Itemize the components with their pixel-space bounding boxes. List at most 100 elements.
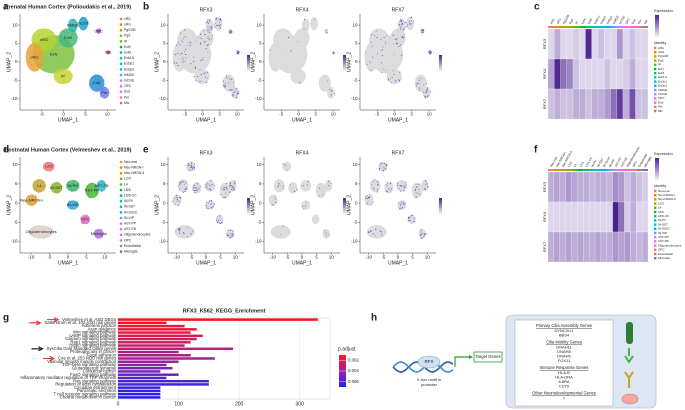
legend-entry: vRG — [658, 46, 665, 50]
cell-dot — [236, 93, 238, 95]
column-label: OPC — [624, 17, 631, 25]
cell-dot — [69, 26, 72, 29]
cell-dot — [102, 87, 105, 89]
cell-dot — [94, 77, 96, 79]
cell-dot — [29, 203, 31, 205]
y-tick-label: Ras signaling pathway — [73, 378, 117, 383]
y-tick-label: Circadian entrainment — [74, 385, 117, 390]
x-tick-label: -5 — [375, 112, 379, 117]
cell-dot — [50, 62, 52, 64]
cell-dot — [179, 228, 181, 230]
cell-dot — [101, 236, 103, 238]
cluster-blob — [322, 229, 331, 239]
x-tick-label: 10 — [331, 112, 337, 117]
cell-dot — [423, 233, 425, 235]
cell-dot — [386, 191, 388, 193]
cell-dot — [37, 233, 39, 235]
cell-dot — [40, 36, 42, 38]
cell-dot — [236, 50, 238, 52]
cell-dot — [237, 92, 239, 95]
cell-dot — [377, 53, 379, 55]
cell-dot — [50, 36, 52, 38]
cell-dot — [60, 74, 62, 76]
cell-dot — [211, 26, 213, 28]
legend-swatch — [654, 93, 657, 96]
cluster-label: L2/3 — [45, 164, 54, 169]
y-tick-label: Pancreatic secretion — [77, 388, 117, 393]
cluster-blob — [302, 18, 310, 33]
cell-dot — [44, 163, 46, 165]
y-tick-label: Velmeshev et al. ASD DEGs — [62, 317, 116, 322]
legend-swatch — [654, 76, 657, 79]
cell-dot — [72, 180, 74, 182]
heat-cell — [594, 231, 602, 263]
cell-dot — [49, 32, 52, 34]
y-axis-label: UMAP_2 — [6, 195, 12, 215]
cell-dot — [94, 185, 96, 187]
cell-dot — [102, 92, 104, 94]
cell-dot — [97, 190, 99, 192]
cell-dot — [51, 49, 53, 51]
legend-entry: End — [124, 90, 130, 94]
cell-dot — [50, 169, 52, 171]
cell-dot — [231, 186, 233, 189]
cell-dot — [85, 19, 87, 21]
heat-cell — [589, 171, 596, 203]
cell-dot — [104, 187, 106, 189]
cell-dot — [44, 236, 46, 238]
cell-dot — [37, 180, 40, 182]
cluster-blob — [172, 194, 182, 206]
cell-dot — [183, 38, 185, 40]
cell-dot — [216, 216, 218, 218]
cell-dot — [35, 231, 37, 233]
heat-cell — [622, 58, 630, 90]
legend-swatch — [654, 109, 657, 113]
umap-plot — [268, 16, 336, 99]
cell-dot — [37, 69, 39, 71]
y-tick-label: 10 — [256, 162, 262, 167]
cell-dot — [198, 187, 200, 189]
cell-dot — [74, 186, 76, 188]
cell-dot — [74, 41, 77, 43]
legend-swatch — [119, 188, 123, 192]
heat-cell — [635, 88, 642, 120]
cluster-blob — [318, 74, 331, 92]
cell-dot — [94, 230, 96, 232]
column-label: Per — [637, 19, 643, 25]
cell-dot — [199, 33, 202, 35]
cell-dot — [37, 33, 39, 35]
y-tick-label: -5 — [13, 78, 17, 83]
cell-dot — [390, 188, 392, 190]
legend-entry: Neu-NRGN-II — [658, 197, 676, 201]
colorbar — [343, 198, 346, 214]
x-tick-label: 10 — [233, 255, 239, 260]
heat-cell — [629, 58, 636, 90]
cell-dot — [382, 68, 384, 70]
x-tick-label: 0 — [393, 112, 396, 117]
cell-dot — [409, 220, 411, 222]
arrow — [31, 346, 44, 352]
cell-dot — [269, 49, 271, 51]
cell-dot — [274, 196, 276, 198]
y-tick-label: -10 — [11, 239, 18, 244]
cluster-blob — [219, 182, 231, 199]
cell-dot — [318, 195, 320, 197]
cell-dot — [95, 79, 97, 81]
heat-cell — [554, 58, 561, 90]
legend-swatch — [654, 227, 657, 230]
cell-dot — [207, 28, 209, 30]
cell-dot — [57, 190, 59, 192]
cell-dot — [103, 185, 105, 187]
legend-entry: Microglia — [658, 256, 670, 260]
cluster-blob — [294, 28, 310, 48]
cell-dot — [63, 38, 65, 40]
cell-dot — [57, 51, 59, 53]
cell-dot — [227, 229, 229, 232]
cell-dot — [395, 42, 398, 44]
legend-entry: ExN — [658, 67, 664, 71]
heat-cell — [618, 171, 625, 203]
cell-dot — [194, 190, 196, 192]
panel-letter: a — [3, 2, 9, 13]
cell-dot — [371, 34, 373, 36]
cluster-label: Mic — [105, 49, 111, 54]
